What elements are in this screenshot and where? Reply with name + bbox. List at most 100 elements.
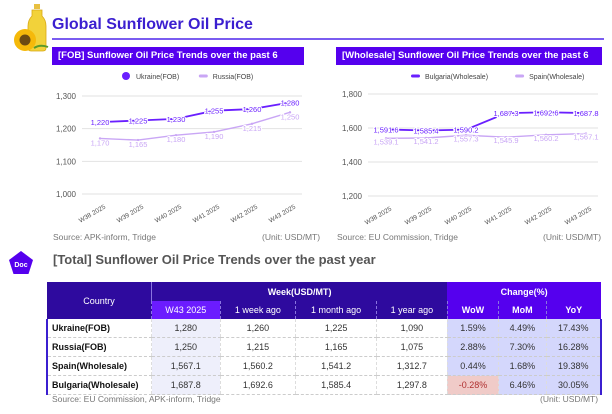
data-label: 1,230 bbox=[167, 115, 186, 124]
data-point bbox=[424, 136, 428, 140]
data-label: 1,585.4 bbox=[413, 126, 438, 135]
legend-label: Bulgaria(Wholesale) bbox=[425, 74, 488, 81]
y-tick-label: 1,800 bbox=[342, 90, 363, 99]
change-cell: 17.43% bbox=[545, 319, 602, 338]
col-1-week-ago: 1 week ago bbox=[219, 301, 296, 319]
legend-label: Ukraine(FOB) bbox=[136, 74, 179, 81]
data-label: 1,692.6 bbox=[533, 108, 558, 117]
wholesale-chart-header: [Wholesale] Sunflower Oil Price Trends o… bbox=[336, 47, 602, 79]
data-label: 1,170 bbox=[91, 138, 110, 147]
table-source: Source: EU Commission, APK-inform, Tridg… bbox=[52, 394, 221, 404]
svg-text:Doc: Doc bbox=[14, 262, 27, 269]
wholesale-line-chart: 1,200 1,400 1,600 1,800 W38 2025 W39 2025 W40 … bbox=[342, 74, 600, 227]
country-cell: Russia(FOB) bbox=[46, 337, 152, 357]
data-point bbox=[424, 129, 428, 132]
price-cell: 1,312.7 bbox=[376, 356, 448, 376]
legend-marker bbox=[515, 74, 525, 78]
data-label: 1,539.1 bbox=[373, 137, 398, 146]
price-cell: 1,560.2 bbox=[219, 356, 296, 376]
price-cell: 1,225 bbox=[295, 319, 377, 338]
col-country: Country bbox=[47, 282, 152, 319]
fob-source: Source: APK-inform, Tridge bbox=[53, 232, 156, 242]
x-tick-label: W41 2025 bbox=[192, 203, 221, 224]
data-point bbox=[288, 101, 292, 104]
legend-marker bbox=[411, 74, 420, 78]
change-cell: 19.38% bbox=[545, 356, 602, 376]
y-tick-label: 1,200 bbox=[342, 192, 363, 201]
table-row: Spain(Wholesale) 1,567.1 1,560.2 1,541.2… bbox=[46, 356, 602, 376]
data-point bbox=[544, 111, 548, 114]
change-cell: 30.05% bbox=[545, 375, 602, 395]
x-tick-label: W38 2025 bbox=[78, 203, 107, 224]
data-point bbox=[212, 109, 216, 112]
data-point bbox=[584, 111, 588, 115]
price-cell: 1,687.8 bbox=[151, 375, 221, 395]
y-tick-label: 1,000 bbox=[56, 190, 77, 199]
doc-icon: Doc bbox=[9, 251, 33, 274]
data-point bbox=[98, 137, 102, 140]
country-cell: Spain(Wholesale) bbox=[46, 356, 152, 376]
price-cell: 1,090 bbox=[376, 319, 448, 338]
bottle-cap bbox=[34, 4, 40, 9]
wholesale-unit: (Unit: USD/MT) bbox=[543, 232, 602, 242]
country-cell: Bulgaria(Wholesale) bbox=[46, 375, 152, 395]
data-point bbox=[98, 120, 102, 124]
data-point bbox=[544, 133, 548, 136]
price-cell: 1,297.8 bbox=[376, 375, 448, 395]
x-tick-label: W42 2025 bbox=[524, 205, 553, 226]
series-line-russia-fob- bbox=[99, 111, 291, 141]
data-label: 1,255 bbox=[205, 107, 224, 116]
data-point bbox=[136, 119, 140, 122]
wholesale-source: Source: EU Commission, Tridge bbox=[337, 232, 458, 242]
data-label: 1,180 bbox=[167, 135, 186, 144]
data-point bbox=[504, 111, 508, 115]
data-label: 1,225 bbox=[129, 117, 148, 126]
change-group-header: Change(%) bbox=[447, 282, 601, 301]
series-line-spain-wholesale- bbox=[385, 132, 587, 140]
series-line-bulgaria-wholesale- bbox=[385, 111, 587, 132]
x-tick-label: W43 2025 bbox=[268, 203, 297, 224]
x-tick-label: W39 2025 bbox=[116, 203, 145, 224]
price-table: Country Week(USD/MT) Change(%) W43 2025 … bbox=[46, 282, 602, 395]
data-label: 1,215 bbox=[243, 124, 262, 133]
x-tick-label: W43 2025 bbox=[564, 205, 593, 226]
series-line-ukraine-fob- bbox=[99, 101, 291, 124]
data-point bbox=[584, 132, 588, 135]
col-1-year-ago: 1 year ago bbox=[376, 301, 448, 319]
price-cell: 1,215 bbox=[219, 337, 296, 357]
x-tick-label: W40 2025 bbox=[154, 203, 183, 224]
col-current-week: W43 2025 bbox=[151, 301, 221, 319]
table-row: Ukraine(FOB) 1,280 1,260 1,225 1,090 1.5… bbox=[46, 319, 602, 338]
legend-label: Russia(FOB) bbox=[213, 74, 253, 81]
data-label: 1,260 bbox=[243, 105, 262, 114]
change-cell: 0.44% bbox=[446, 356, 499, 376]
data-point bbox=[384, 128, 388, 131]
fob-line-chart: 1,000 1,100 1,200 1,300 W38 2025 W39 2025 W40 … bbox=[56, 72, 302, 225]
data-label: 1,590.2 bbox=[453, 126, 478, 135]
legend-marker bbox=[122, 72, 130, 80]
change-cell: 1.59% bbox=[446, 319, 499, 338]
data-label: 1,591.6 bbox=[373, 125, 398, 134]
y-tick-label: 1,600 bbox=[342, 124, 363, 133]
leaf bbox=[33, 44, 49, 49]
change-cell: 16.28% bbox=[545, 337, 602, 357]
price-cell: 1,585.4 bbox=[295, 375, 377, 395]
data-label: 1,687.8 bbox=[573, 109, 598, 118]
y-tick-label: 1,400 bbox=[342, 158, 363, 167]
data-point bbox=[174, 117, 178, 121]
sunflower-oil-logo bbox=[14, 4, 49, 52]
change-cell: 7.30% bbox=[498, 337, 547, 357]
data-label: 1,567.1 bbox=[573, 133, 598, 142]
col-1-month-ago: 1 month ago bbox=[295, 301, 377, 319]
legend-label: Spain(Wholesale) bbox=[529, 74, 584, 81]
table-row: Russia(FOB) 1,250 1,215 1,165 1,075 2.88… bbox=[46, 337, 602, 357]
fob-unit: (Unit: USD/MT) bbox=[262, 232, 321, 242]
data-point bbox=[250, 122, 254, 125]
change-cell: 6.46% bbox=[498, 375, 547, 395]
y-tick-label: 1,300 bbox=[56, 92, 77, 101]
country-cell: Ukraine(FOB) bbox=[46, 319, 152, 338]
change-cell: 4.49% bbox=[498, 319, 547, 338]
data-label: 1,560.2 bbox=[533, 134, 558, 143]
change-cell: 2.88% bbox=[446, 337, 499, 357]
data-point bbox=[174, 134, 178, 137]
